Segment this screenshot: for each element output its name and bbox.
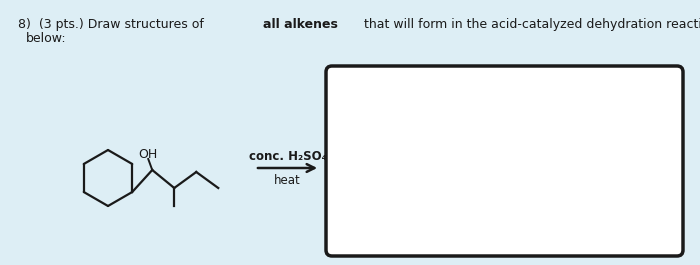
FancyBboxPatch shape	[326, 66, 683, 256]
Text: 8)  (3 pts.) Draw structures of: 8) (3 pts.) Draw structures of	[18, 18, 208, 31]
Text: below:: below:	[26, 32, 66, 45]
Text: heat: heat	[274, 174, 301, 187]
Text: all alkenes: all alkenes	[263, 18, 338, 31]
Text: conc. H₂SO₄: conc. H₂SO₄	[248, 150, 326, 163]
Text: OH: OH	[139, 148, 158, 161]
Text: that will form in the acid-catalyzed dehydration reaction: that will form in the acid-catalyzed deh…	[360, 18, 700, 31]
